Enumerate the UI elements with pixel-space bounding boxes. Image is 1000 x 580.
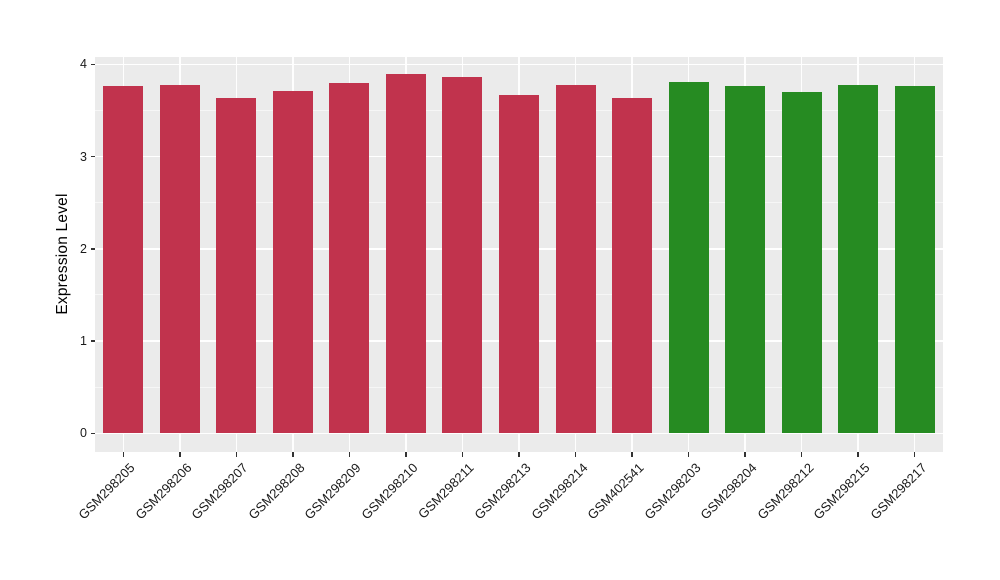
x-axis-tick [631,452,633,457]
x-tick-label: GSM298206 [132,460,195,523]
x-tick-label: GSM298214 [527,460,591,523]
bar-GSM298212 [781,91,822,434]
bar-GSM298204 [725,85,766,434]
y-tick-label: 2 [80,241,87,256]
y-axis-tick [90,63,95,66]
x-axis-tick [857,452,859,457]
x-tick-label: GSM298210 [358,460,421,523]
bar-GSM298208 [272,91,313,434]
x-axis-tick [800,452,803,457]
y-axis-tick [90,248,95,250]
y-axis-tick [90,340,95,342]
x-tick-label: GSM298215 [810,460,873,523]
x-axis-tick [122,452,125,457]
x-tick-label: GSM298212 [754,460,817,523]
x-tick-label: GSM298203 [640,460,704,523]
bar-GSM298213 [499,94,539,434]
x-tick-label: GSM298209 [301,460,364,523]
y-tick-label: 4 [80,57,87,72]
x-axis-tick [687,452,690,457]
bar-GSM298211 [442,77,483,434]
x-axis-tick [348,452,351,457]
bar-GSM298203 [668,81,709,434]
bar-GSM402541 [612,98,653,434]
x-tick-label: GSM402541 [584,460,647,523]
bar-GSM298215 [838,84,879,434]
bar-GSM298209 [329,82,370,434]
x-tick-label: GSM298207 [188,460,251,523]
x-axis-tick [179,452,181,457]
x-axis-tick [518,452,520,457]
bar-GSM298217 [894,86,935,434]
x-tick-label: GSM298213 [471,460,534,523]
bar-GSM298210 [385,74,426,434]
x-tick-label: GSM298205 [75,460,138,523]
x-tick-label: GSM298208 [245,460,308,523]
x-axis-tick [235,452,238,457]
y-axis-tick [90,155,95,158]
bar-GSM298207 [216,97,257,434]
bar-GSM298214 [555,84,596,434]
y-tick-label: 3 [80,149,87,164]
x-axis-tick [405,452,407,457]
x-axis-tick [913,452,916,457]
x-axis-tick [744,452,746,457]
bar-GSM298205 [103,85,144,434]
bar-GSM298206 [159,84,200,434]
x-axis-tick [461,452,464,457]
y-tick-label: 0 [80,426,87,441]
x-axis-tick [292,452,294,457]
x-axis-tick [574,452,577,457]
y-tick-label: 1 [80,334,87,349]
y-axis-tick [90,432,95,435]
x-tick-label: GSM298211 [415,460,478,522]
x-tick-label: GSM298217 [867,460,930,523]
x-tick-label: GSM298204 [697,460,760,523]
